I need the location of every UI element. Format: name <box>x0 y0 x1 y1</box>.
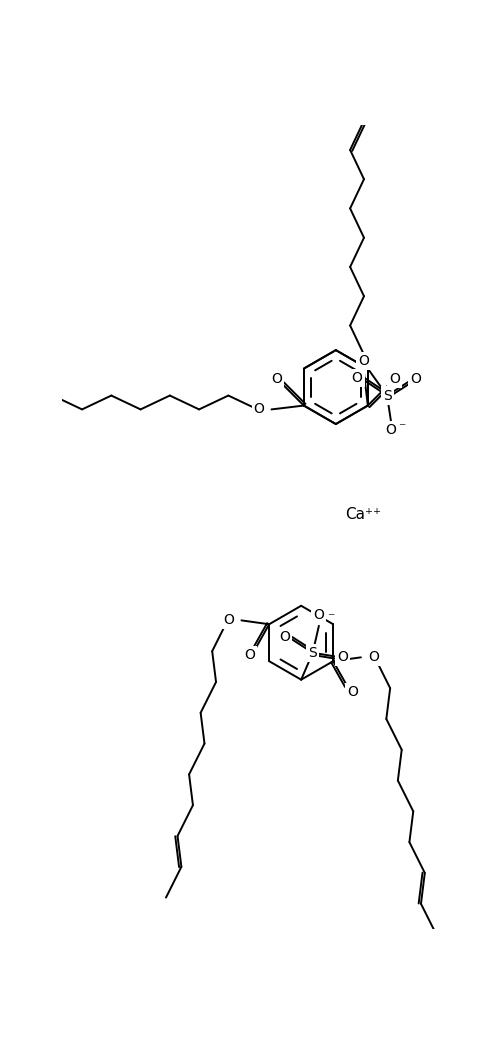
Text: S: S <box>383 388 392 403</box>
Text: O: O <box>224 614 235 627</box>
Text: O: O <box>386 423 396 437</box>
Text: O: O <box>245 648 255 662</box>
Text: O: O <box>254 402 265 417</box>
Text: O: O <box>359 354 369 367</box>
Text: ⁻: ⁻ <box>398 421 405 435</box>
Text: O: O <box>352 371 363 385</box>
Text: O: O <box>314 608 324 622</box>
Text: O: O <box>390 372 400 385</box>
Text: S: S <box>308 646 317 660</box>
Text: O: O <box>279 630 290 643</box>
Text: O: O <box>410 373 421 386</box>
Text: O: O <box>271 372 282 385</box>
Text: Ca⁺⁺: Ca⁺⁺ <box>345 506 381 522</box>
Text: O: O <box>368 650 379 664</box>
Text: ⁻: ⁻ <box>327 611 335 625</box>
Text: O: O <box>337 649 348 664</box>
Text: O: O <box>347 685 358 699</box>
